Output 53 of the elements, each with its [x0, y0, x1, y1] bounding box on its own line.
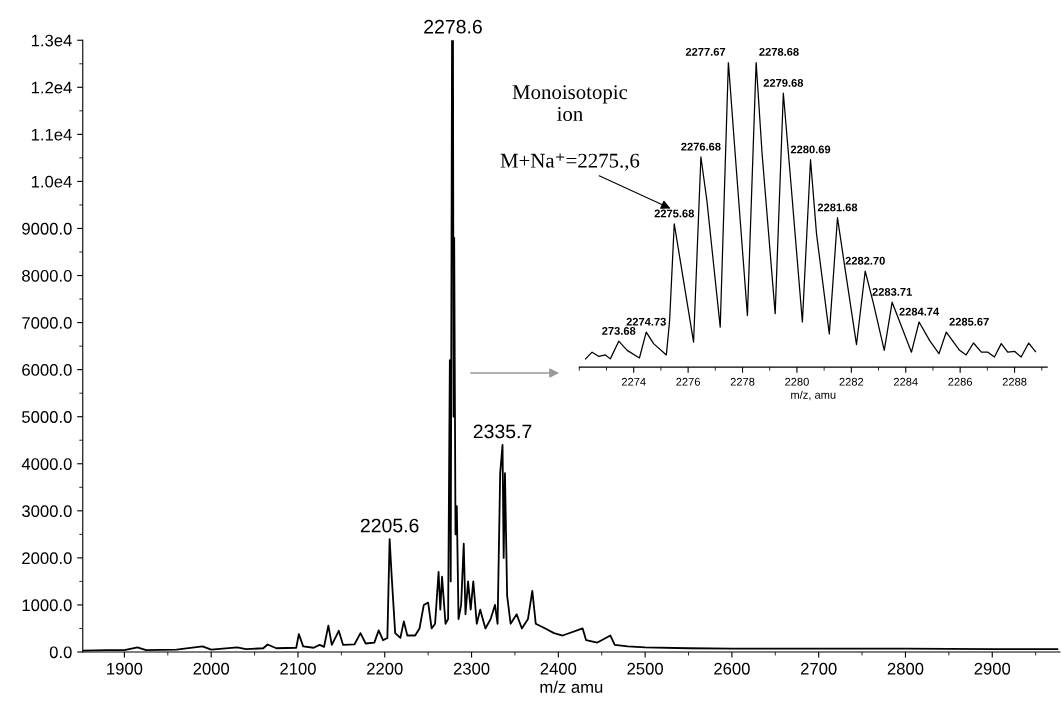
y-tick-label: 9000.0	[22, 222, 72, 235]
x-tick-label: 2200	[367, 662, 403, 675]
annotation: 273.68	[602, 326, 636, 335]
x-tick-label: 2400	[540, 662, 577, 675]
annotation: M+Na⁺=2275.,6	[500, 153, 640, 171]
x-tick-label: 2700	[800, 662, 837, 675]
x-tick-label: 2100	[280, 662, 316, 675]
x-tick-label: 2000	[193, 662, 230, 675]
x-tick-label: 2288	[1002, 377, 1027, 386]
x-tick-label: 2600	[714, 662, 750, 675]
x-tick-label: 2280	[785, 377, 809, 386]
y-tick-label: 5000.0	[22, 411, 72, 423]
y-tick-label: 7000.0	[22, 316, 72, 329]
x-axis-title: m/z, amu	[791, 390, 836, 401]
y-tick-label: 1.0e4	[31, 175, 72, 188]
annotation: 2284.74	[899, 307, 940, 316]
annotation: 2282.70	[845, 256, 885, 265]
x-tick-label: 2286	[948, 377, 973, 386]
x-tick-label: 1900	[107, 662, 143, 675]
annotation: 2335.7	[473, 424, 532, 439]
x-tick-label: 2282	[839, 377, 864, 386]
y-tick-label: 1.3e4	[31, 34, 72, 47]
annotation: 2279.68	[763, 79, 804, 87]
x-tick-label: 2278	[730, 377, 755, 386]
x-tick-label: 2800	[887, 662, 924, 675]
y-tick-label: 0.0	[49, 646, 72, 659]
annotation: 2205.6	[360, 518, 419, 533]
annotation: 2278.68	[759, 47, 799, 56]
y-tick-label: 1.1e4	[31, 128, 72, 141]
annotation: 2285.67	[949, 317, 989, 326]
y-tick-label: 3000.0	[22, 505, 72, 518]
annotation: 2283.71	[872, 287, 912, 296]
annotation: 2275.68	[654, 209, 694, 218]
y-tick-label: 8000.0	[22, 269, 72, 282]
annotation: Monoisotopic ion	[512, 85, 628, 121]
annotation: 2280.69	[790, 145, 831, 154]
x-tick-label: 2900	[974, 662, 1011, 675]
annotation: 2276.68	[681, 142, 721, 151]
x-tick-label: 2500	[627, 662, 663, 675]
y-tick-label: 2000.0	[22, 552, 72, 565]
x-tick-label: 2284	[893, 377, 918, 386]
y-tick-label: 1.2e4	[31, 81, 72, 94]
y-tick-label: 6000.0	[22, 364, 72, 376]
y-tick-label: 1000.0	[22, 599, 72, 612]
x-tick-label: 2276	[676, 377, 700, 386]
annotation: 2277.67	[685, 47, 726, 56]
x-tick-label: 2274	[621, 377, 646, 386]
y-tick-label: 4000.0	[21, 458, 72, 470]
x-tick-label: 2300	[453, 662, 490, 675]
x-axis-title: m/z amu	[540, 680, 603, 693]
annotation: 2274.73	[626, 317, 666, 326]
annotation: 2281.68	[817, 203, 858, 212]
annotation: 2278.6	[424, 19, 482, 34]
